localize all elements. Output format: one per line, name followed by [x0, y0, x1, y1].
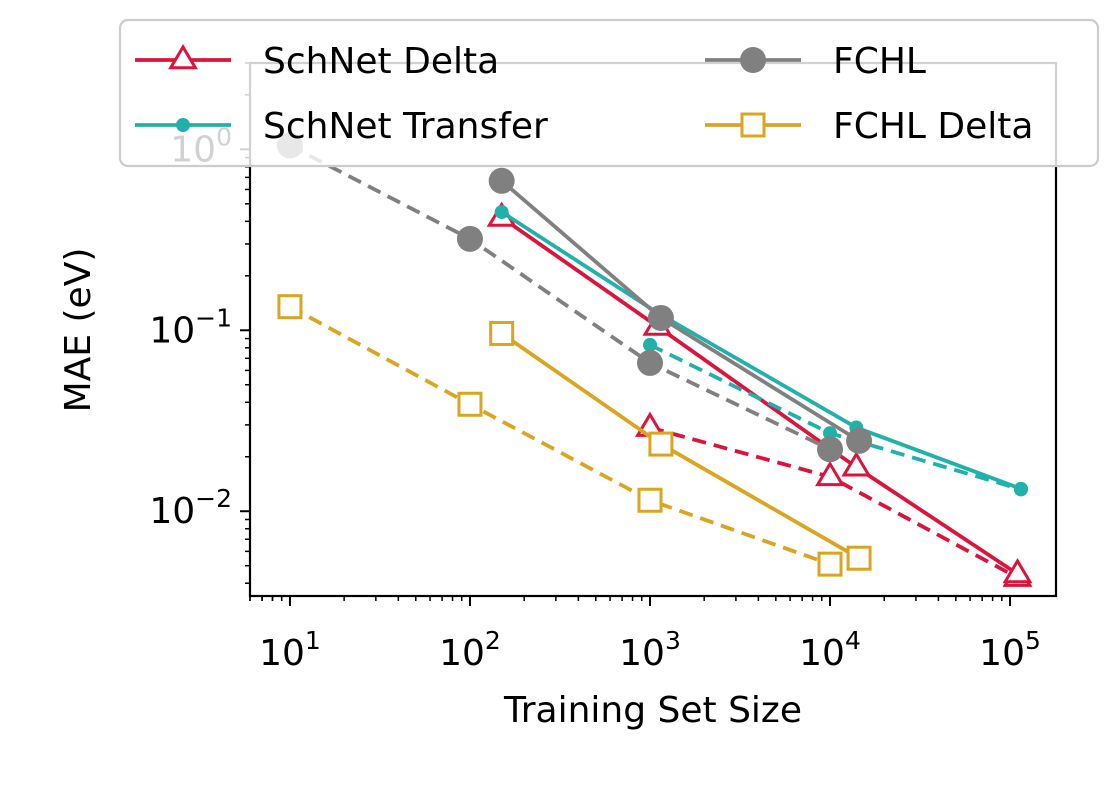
x-tick-label: 103 [619, 626, 681, 674]
legend-entry: FCHL Delta [705, 106, 1033, 147]
data-point [648, 431, 674, 457]
series-0 [486, 201, 1033, 587]
data-point [846, 545, 872, 571]
legend: SchNet Delta SchNet Transfer FCHL FCHL Delt… [118, 18, 1100, 168]
data-point [1013, 481, 1028, 496]
x-tick-label: 101 [259, 626, 321, 674]
data-point [647, 304, 674, 331]
data-point [815, 460, 846, 487]
y-tick-label: 10−2 [149, 484, 232, 532]
data-point [494, 205, 509, 220]
legend-label: FCHL Delta [833, 106, 1033, 147]
data-point [846, 427, 873, 454]
legend-label: FCHL [833, 41, 926, 82]
legend-marker [176, 118, 190, 132]
data-point [277, 294, 303, 320]
series-2 [276, 132, 873, 463]
data-point [823, 426, 838, 441]
legend-marker [740, 112, 766, 138]
data-point [637, 487, 663, 513]
data-point [1002, 558, 1033, 584]
data-point [817, 436, 844, 463]
series-line-solid [500, 331, 861, 560]
x-tick-label: 102 [439, 626, 501, 674]
legend-marker [168, 44, 198, 70]
x-axis-label: Training Set Size [503, 690, 802, 731]
series-3 [277, 294, 872, 577]
data-point [456, 225, 483, 252]
legend-entry: FCHL [705, 41, 926, 82]
data-point [489, 320, 515, 346]
plot-area [276, 132, 1033, 587]
y-tick-label: 10−1 [149, 303, 232, 351]
legend-marker [740, 47, 766, 73]
series-line-dashed [289, 143, 831, 451]
x-tick-label: 104 [799, 626, 861, 674]
legend-entry: SchNet Delta [135, 41, 499, 82]
legend-box [118, 18, 1100, 168]
x-axis: 101 102 103 104 105 [249, 596, 1041, 674]
data-point [636, 349, 663, 376]
data-point [841, 451, 872, 477]
series-line-solid [500, 210, 1022, 491]
series-line-solid [500, 179, 861, 443]
data-point [457, 391, 483, 417]
legend-entry: SchNet Transfer [135, 106, 548, 147]
legend-label: SchNet Transfer [263, 106, 548, 147]
y-axis-label: MAE (eV) [58, 248, 99, 413]
x-tick-label: 105 [979, 626, 1041, 674]
data-point [488, 167, 515, 194]
data-point [642, 337, 657, 352]
series-1 [494, 205, 1028, 497]
series-line-dashed [289, 305, 831, 566]
series-line-solid [500, 215, 1019, 576]
legend-label: SchNet Delta [263, 41, 499, 82]
data-point [817, 551, 843, 577]
